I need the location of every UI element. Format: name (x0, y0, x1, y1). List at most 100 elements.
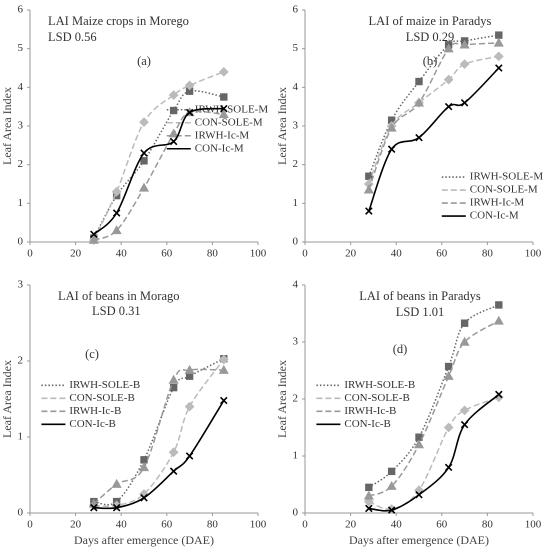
marker (218, 354, 229, 365)
marker (387, 145, 396, 153)
marker (140, 149, 148, 157)
y-tick-label: 0 (293, 236, 299, 248)
x-tick-label: 60 (436, 519, 448, 531)
marker (111, 186, 122, 197)
panel-subtitle: LSD 0.29 (406, 30, 455, 44)
y-tick-label: 6 (293, 4, 299, 16)
marker (90, 503, 98, 512)
panel-title: LAI Maize crops in Morego (48, 14, 189, 28)
marker (495, 390, 503, 399)
y-tick-label: 5 (293, 42, 299, 54)
legend-label: CON-SOLE-M (470, 184, 538, 196)
y-tick-label: 2 (18, 355, 24, 367)
marker (140, 456, 148, 464)
legend-label: IRWH-Ic-M (470, 197, 525, 209)
x-tick-label: 100 (250, 519, 267, 531)
marker (443, 74, 454, 85)
marker (112, 503, 121, 512)
marker (413, 97, 425, 107)
panel-subtitle: LSD 0.31 (92, 304, 141, 318)
x-tick-label: 80 (482, 519, 494, 531)
marker (140, 157, 148, 165)
x-tick-label: 60 (161, 248, 173, 260)
marker (169, 467, 178, 475)
panel-label: (a) (137, 54, 151, 68)
x-tick-label: 40 (116, 248, 128, 260)
marker (185, 108, 194, 117)
marker (495, 301, 503, 309)
marker (493, 51, 504, 62)
y-axis-title: Leaf Area Index (0, 360, 14, 438)
marker (220, 104, 228, 113)
x-tick-label: 20 (345, 248, 357, 260)
y-tick-label: 1 (293, 450, 299, 462)
legend-label: IRWH-Ic-B (344, 405, 396, 417)
marker (495, 64, 503, 72)
x-tick-label: 80 (482, 248, 494, 260)
series-line (368, 34, 499, 177)
marker (111, 478, 122, 488)
marker (138, 182, 150, 192)
marker (443, 43, 454, 53)
marker (112, 209, 121, 217)
panel: 0 1 2 3 0 20 40 60 80 100 Leaf Area Index Days afte… (0, 279, 267, 547)
x-tick-label: 100 (525, 519, 542, 531)
marker (459, 336, 470, 346)
x-tick-label: 0 (27, 519, 33, 531)
marker (363, 184, 374, 194)
marker (386, 480, 397, 490)
legend-label: IRWH-Ic-B (69, 405, 121, 417)
x-tick-label: 20 (70, 519, 82, 531)
legend-label: CON-SOLE-B (344, 392, 409, 404)
panel-label: (c) (85, 347, 99, 361)
marker (140, 494, 148, 502)
x-tick-label: 40 (391, 519, 403, 531)
marker (415, 490, 423, 499)
y-tick-label: 4 (293, 279, 299, 291)
marker (415, 133, 423, 142)
marker (365, 172, 373, 180)
marker (459, 59, 470, 70)
marker (220, 396, 228, 405)
legend-label: CON-Ic-M (470, 210, 519, 222)
marker (168, 90, 179, 100)
x-tick-label: 80 (207, 519, 219, 531)
marker (185, 452, 194, 460)
marker (460, 319, 469, 327)
marker (220, 93, 228, 101)
marker (168, 447, 179, 458)
y-tick-label: 2 (293, 393, 299, 405)
marker (138, 462, 150, 472)
legend-label: CON-SOLE-M (195, 116, 263, 128)
panel-title: LAI of maize in Paradys (369, 14, 492, 28)
marker (459, 405, 470, 416)
x-tick-label: 20 (70, 248, 82, 260)
marker (184, 401, 195, 412)
marker (413, 439, 425, 449)
marker (443, 422, 454, 433)
panel-label: (d) (393, 342, 408, 356)
marker (459, 39, 470, 49)
y-tick-label: 1 (18, 431, 24, 443)
marker (493, 315, 504, 325)
y-tick-label: 4 (18, 81, 24, 93)
panel-subtitle: LSD 1.01 (396, 305, 445, 319)
legend-label: CON-Ic-M (195, 142, 244, 154)
x-tick-label: 80 (207, 248, 219, 260)
legend-label: IRWH-SOLE-M (470, 171, 544, 183)
marker (168, 374, 179, 384)
x-tick-label: 40 (116, 519, 128, 531)
marker (444, 102, 453, 111)
marker (495, 31, 503, 39)
x-axis-title: Days after emergence (DAE) (74, 533, 214, 547)
y-tick-label: 0 (18, 236, 24, 248)
y-tick-label: 2 (293, 158, 299, 170)
marker (88, 234, 99, 244)
y-tick-label: 5 (18, 42, 24, 54)
legend-label: IRWH-SOLE-B (69, 379, 140, 391)
marker (386, 122, 397, 132)
marker (387, 506, 396, 514)
marker (90, 230, 98, 239)
marker (444, 362, 453, 371)
